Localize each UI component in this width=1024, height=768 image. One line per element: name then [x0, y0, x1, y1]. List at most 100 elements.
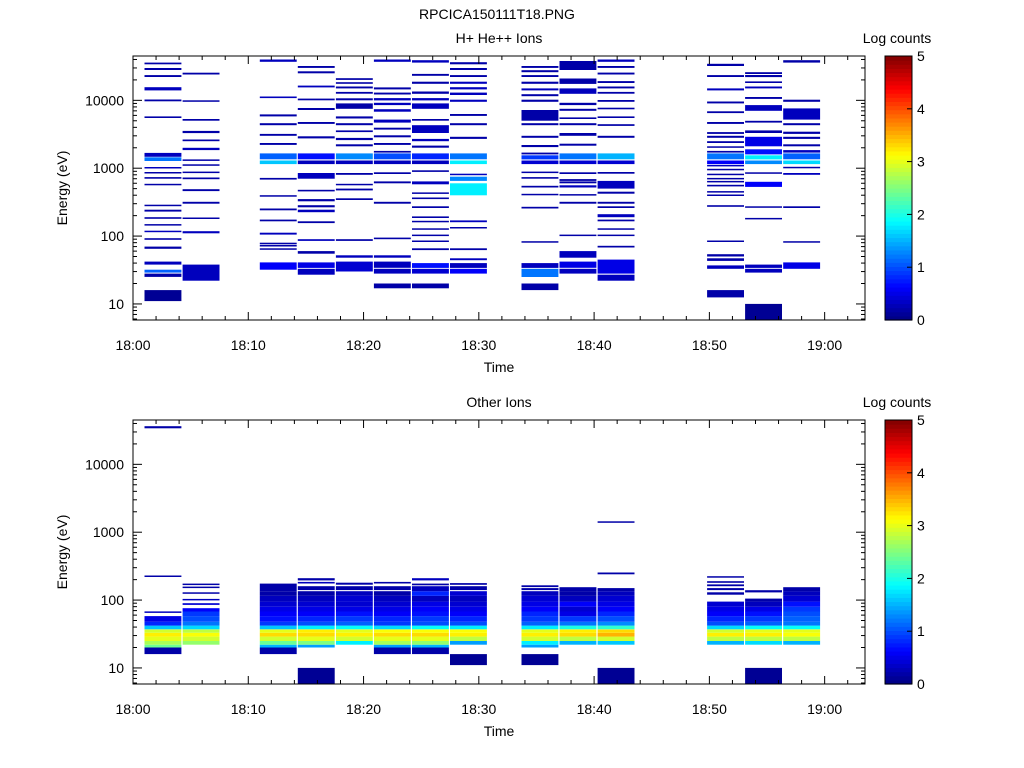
heatmap-cell	[144, 426, 182, 429]
heatmap-cell	[521, 606, 559, 612]
colorbar-segment	[885, 307, 912, 313]
heatmap-cell	[297, 611, 335, 617]
heatmap-cell	[521, 611, 559, 617]
heatmap-cell	[297, 578, 335, 581]
heatmap-cell	[335, 239, 373, 241]
heatmap-cell	[144, 209, 182, 212]
colorbar-segment	[885, 428, 912, 433]
heatmap-cell	[597, 591, 635, 596]
heatmap-cell	[521, 155, 559, 160]
heatmap-cell	[297, 667, 335, 684]
panel-title: H+ He++ Ions	[456, 30, 543, 46]
x-tick-label: 18:20	[346, 701, 381, 717]
heatmap-cell	[297, 606, 335, 612]
heatmap-cell	[259, 640, 297, 645]
y-tick-label: 10	[108, 660, 124, 676]
colorbar-segment	[885, 212, 912, 218]
heatmap-cell	[297, 596, 335, 602]
heatmap-cell	[259, 160, 297, 165]
colorbar-segment	[885, 299, 912, 305]
heatmap-cell	[412, 578, 449, 581]
heatmap-cell	[597, 172, 635, 174]
x-tick-label: 18:10	[231, 337, 266, 353]
colorbar-segment	[885, 638, 912, 644]
colorbar-frame	[884, 419, 913, 685]
heatmap-cell	[373, 596, 411, 602]
colorbar-segment	[885, 221, 912, 226]
heatmap-cell	[707, 621, 744, 626]
colorbar-tick-label: 5	[917, 48, 925, 64]
heatmap-cell	[783, 596, 821, 602]
heatmap-cell	[597, 201, 635, 204]
heatmap-cell	[707, 258, 744, 261]
heatmap-cell	[335, 625, 373, 630]
heatmap-cell	[297, 205, 335, 208]
heatmap-cell	[707, 581, 744, 583]
heatmap-cell	[297, 136, 335, 139]
heatmap-cell	[182, 164, 220, 166]
heatmap-cell	[297, 625, 335, 630]
heatmap-cell	[559, 179, 597, 181]
heatmap-cell	[597, 86, 635, 89]
panels: H+ He++ Ions Energy (eV) Time 18:00 18:10 18:…	[54, 30, 931, 739]
heatmap-cell	[597, 91, 635, 94]
heatmap-cell	[450, 632, 487, 637]
colorbar-segment	[885, 564, 912, 570]
x-axis-label: Time	[484, 359, 515, 375]
heatmap-cell	[373, 127, 411, 130]
heatmap-cell	[450, 591, 487, 596]
heatmap-cell	[450, 68, 487, 70]
colorbar-segment	[885, 282, 912, 288]
colorbar-tick-label: 0	[917, 676, 925, 692]
heatmap-cell	[335, 596, 373, 602]
heatmap-cell	[745, 667, 782, 684]
colorbar-segment	[885, 626, 912, 631]
heatmap-cell	[297, 221, 335, 224]
heatmap-cell	[335, 636, 373, 641]
colorbar-tick-label: 2	[917, 570, 925, 586]
heatmap-cell	[707, 160, 744, 165]
heatmap-cell	[521, 241, 559, 243]
heatmap-cell	[783, 601, 821, 607]
heatmap-cell	[373, 268, 411, 274]
heatmap-cell	[559, 616, 597, 622]
heatmap-cell	[707, 640, 744, 645]
heatmap-cell	[412, 583, 449, 586]
heatmap-cell	[783, 160, 821, 165]
heatmap-cell	[745, 81, 782, 83]
heatmap-cell	[450, 153, 487, 160]
heatmap-cell	[259, 611, 297, 617]
heatmap-cell	[182, 177, 220, 180]
plot-frame	[132, 55, 866, 321]
heatmap-cell	[335, 606, 373, 612]
colorbar-segment	[885, 101, 912, 107]
heatmap-cell	[707, 265, 744, 269]
heatmap-cell	[259, 232, 297, 235]
colorbar-segment	[885, 432, 912, 438]
heatmap-cell	[450, 606, 487, 612]
heatmap-cell	[450, 596, 487, 602]
heatmap-cell	[597, 160, 635, 165]
colorbar-segment	[885, 204, 912, 210]
heatmap-cell	[373, 283, 411, 289]
heatmap-cell	[144, 238, 182, 240]
heatmap-cell	[559, 621, 597, 626]
heatmap-cell	[259, 177, 297, 180]
heatmap-cell	[297, 636, 335, 641]
heatmap-cell	[783, 241, 821, 243]
heatmap-cell	[597, 606, 635, 612]
heatmap-cell	[707, 625, 744, 630]
heatmap-cell	[707, 111, 744, 114]
colorbar-segment	[885, 514, 912, 520]
heatmap-cell	[182, 592, 220, 594]
colorbar-segment	[885, 109, 912, 115]
heatmap-cell	[412, 216, 449, 218]
heatmap-cell	[521, 66, 559, 68]
heatmap-cell	[144, 261, 182, 265]
colorbar-segment	[885, 287, 912, 292]
heatmap-cell	[745, 149, 782, 155]
heatmap-panel-1: H+ He++ Ions Energy (eV) Time 18:00 18:10 18:…	[54, 30, 931, 375]
heatmap-cell	[182, 629, 220, 633]
heatmap-cell	[297, 153, 335, 160]
heatmap-cell	[335, 86, 373, 89]
